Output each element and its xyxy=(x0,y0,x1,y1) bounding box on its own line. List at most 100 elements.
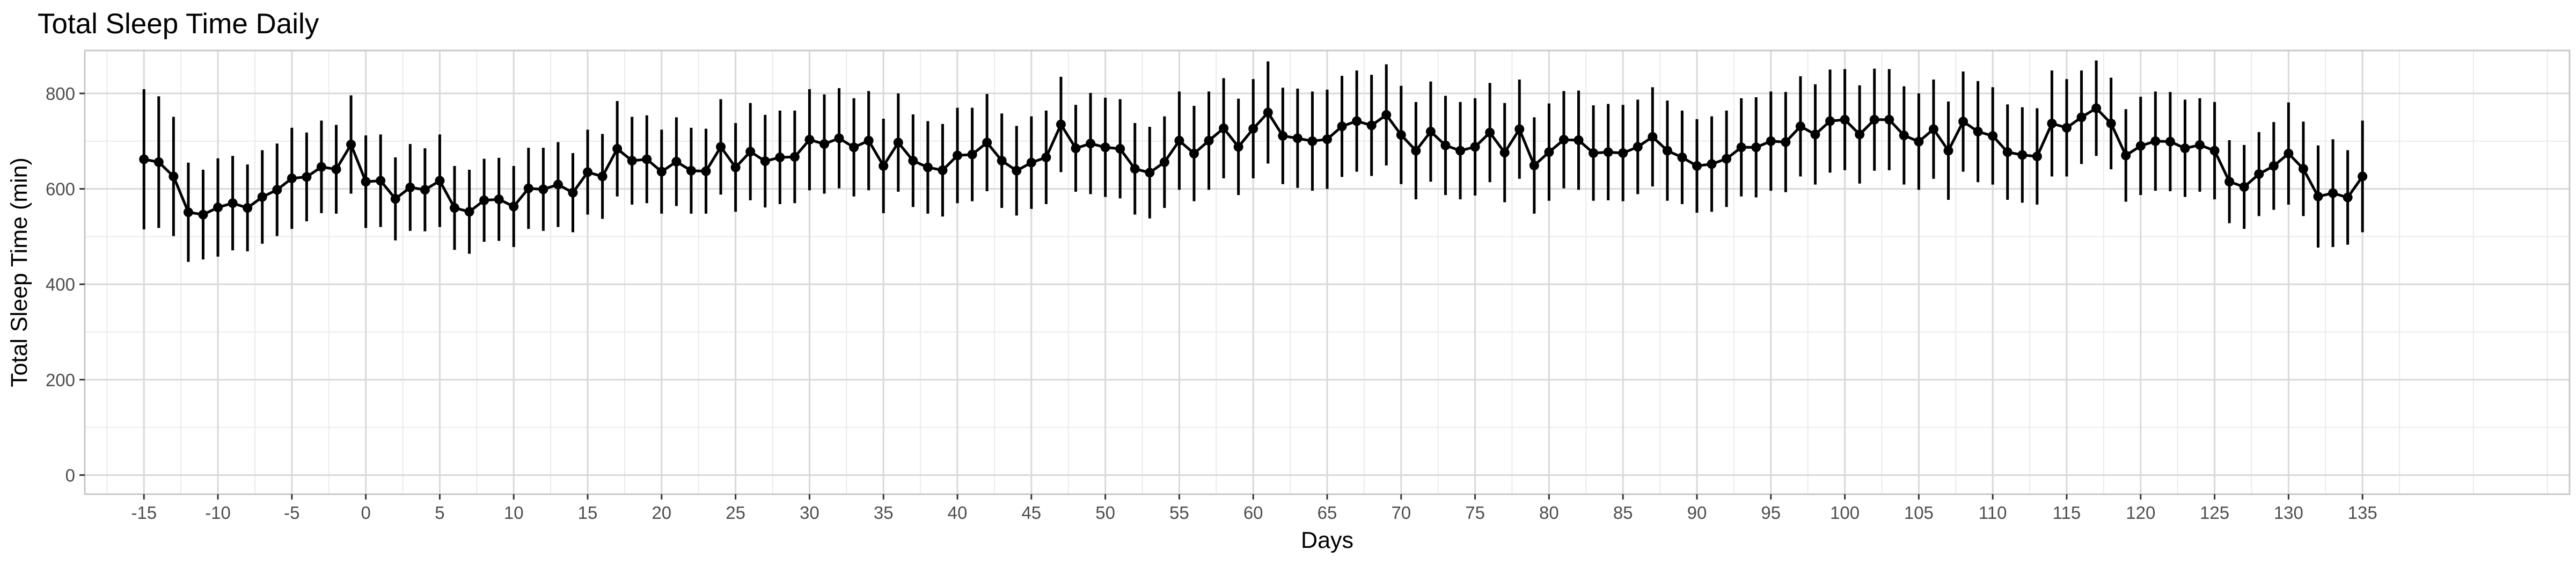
data-point xyxy=(198,209,208,220)
data-point xyxy=(2032,151,2042,162)
data-point xyxy=(1263,107,1273,118)
data-point xyxy=(553,179,563,190)
data-point xyxy=(834,133,844,143)
data-point xyxy=(1381,110,1392,120)
x-tick-label: 110 xyxy=(1979,503,2007,523)
x-tick-label: 60 xyxy=(1243,503,1263,523)
data-point xyxy=(730,162,741,172)
data-point xyxy=(523,183,533,193)
data-point xyxy=(2017,150,2028,160)
data-point xyxy=(997,156,1007,166)
y-axis-title: Total Sleep Time (min) xyxy=(6,157,32,387)
data-point xyxy=(2268,161,2279,171)
x-tick-label: 100 xyxy=(1830,503,1860,523)
data-point xyxy=(479,195,489,205)
x-tick-label: 90 xyxy=(1687,503,1707,523)
data-point xyxy=(169,171,179,182)
data-point xyxy=(1366,120,1377,131)
data-point xyxy=(2061,122,2072,133)
data-point xyxy=(183,207,193,218)
data-point xyxy=(775,152,785,162)
data-point xyxy=(908,156,918,166)
data-point xyxy=(1914,136,1924,147)
data-point xyxy=(1440,140,1451,150)
data-point xyxy=(2150,136,2161,146)
data-point xyxy=(583,167,593,177)
data-point xyxy=(1514,124,1525,134)
x-tick-label: 5 xyxy=(435,503,444,523)
data-point xyxy=(1958,117,1968,127)
data-point xyxy=(316,162,326,172)
data-point xyxy=(1189,148,1199,158)
x-tick-label: 95 xyxy=(1761,503,1781,523)
data-point xyxy=(2002,147,2012,157)
data-point xyxy=(1485,127,1495,138)
data-point xyxy=(2254,169,2264,179)
data-point xyxy=(1115,143,1125,154)
data-point xyxy=(1899,131,1909,141)
x-tick-label: 10 xyxy=(504,503,524,523)
data-point xyxy=(1766,136,1776,146)
x-tick-label: 85 xyxy=(1613,503,1633,523)
data-point xyxy=(2106,118,2116,128)
x-tick-label: 120 xyxy=(2126,503,2155,523)
data-point xyxy=(405,182,415,192)
data-point xyxy=(1751,142,1761,153)
x-axis: -15 -10 -5 0 5 10 15 20 25 30 35 40 45 50 55 60 65 70 75 80… xyxy=(131,494,2377,523)
data-point xyxy=(1204,135,1214,146)
data-point xyxy=(1499,148,1510,158)
data-point xyxy=(2165,136,2175,147)
data-point xyxy=(1825,116,1835,126)
data-point xyxy=(1278,131,1288,141)
data-point xyxy=(2298,164,2308,174)
data-point xyxy=(849,142,859,153)
series-layer xyxy=(139,60,2368,262)
data-point xyxy=(1026,157,1036,168)
data-point xyxy=(1928,124,1938,134)
data-point xyxy=(1810,129,1820,140)
data-point xyxy=(953,150,963,161)
data-point xyxy=(1322,134,1332,144)
data-point xyxy=(2180,143,2190,154)
x-tick-label: -10 xyxy=(205,503,231,523)
data-point xyxy=(1071,143,1081,154)
data-point xyxy=(1233,142,1243,152)
data-point xyxy=(1589,148,1599,158)
y-tick-label: 800 xyxy=(46,84,75,104)
data-point xyxy=(568,187,578,198)
data-point xyxy=(213,203,223,213)
data-point xyxy=(449,203,459,213)
data-point xyxy=(1174,135,1184,146)
x-tick-label: 50 xyxy=(1095,503,1115,523)
data-point xyxy=(701,166,711,176)
data-point xyxy=(420,185,430,195)
data-point xyxy=(1884,114,1894,125)
data-point xyxy=(627,156,637,166)
data-point xyxy=(1633,142,1643,152)
x-tick-label: 115 xyxy=(2053,503,2081,523)
data-point xyxy=(1470,142,1480,152)
data-point xyxy=(1648,132,1658,142)
data-point xyxy=(2195,140,2205,150)
data-point xyxy=(789,152,800,162)
data-point xyxy=(538,184,548,194)
data-point xyxy=(1544,147,1554,157)
data-point xyxy=(1677,152,1687,162)
x-tick-label: 65 xyxy=(1318,503,1337,523)
data-point xyxy=(1041,152,1051,162)
chart-title: Total Sleep Time Daily xyxy=(38,8,319,40)
data-point xyxy=(2313,191,2323,201)
x-tick-label: 40 xyxy=(948,503,968,523)
data-point xyxy=(228,198,238,208)
data-point xyxy=(331,164,341,175)
data-point xyxy=(967,149,977,160)
data-point xyxy=(716,142,726,152)
data-point xyxy=(1973,126,1983,136)
data-point xyxy=(656,167,667,177)
data-point xyxy=(243,203,253,213)
data-point xyxy=(1219,123,1229,133)
data-point xyxy=(464,207,474,217)
data-point xyxy=(509,201,519,212)
x-tick-label: 125 xyxy=(2200,503,2229,523)
data-point xyxy=(982,138,992,148)
